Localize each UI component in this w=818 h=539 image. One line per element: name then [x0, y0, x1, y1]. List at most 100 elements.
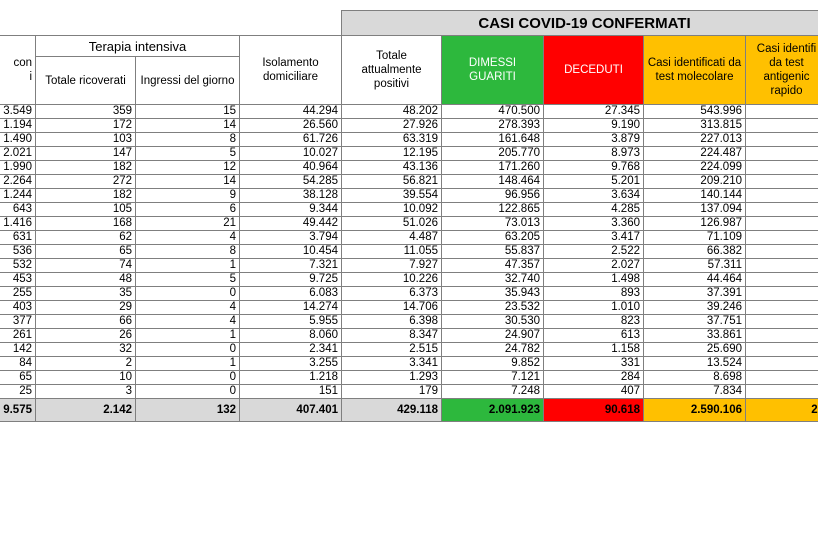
cell-isolamento-domiciliare: 61.726	[239, 132, 342, 147]
cell-totale-attualmente-positivi: 39.554	[341, 188, 442, 203]
cell-totale-ricoverati: 182	[35, 188, 136, 203]
cell-casi-test-molecolare: 37.751	[643, 314, 746, 329]
cell-dimessi-guariti: 35.943	[441, 286, 544, 301]
total-totale-attualmente-positivi: 429.118	[341, 398, 442, 422]
table-row: 1.244 182 9 38.128 39.554 96.956 3.634 140.144	[0, 188, 818, 203]
cell-totale-ricoverati: 105	[35, 202, 136, 217]
cell-dimessi-guariti: 7.248	[441, 384, 544, 399]
cell-dimessi-guariti: 73.013	[441, 216, 544, 231]
cell-casi-test-molecolare: 37.391	[643, 286, 746, 301]
cell-col0: 261	[0, 328, 36, 343]
cell-dimessi-guariti: 30.530	[441, 314, 544, 329]
cell-deceduti: 27.345	[543, 104, 644, 119]
cell-isolamento-domiciliare: 49.442	[239, 216, 342, 231]
cell-col0: 532	[0, 258, 36, 273]
cell-deceduti: 9.190	[543, 118, 644, 133]
cell-casi-test-antigenico: 1	[744, 132, 818, 147]
cell-deceduti: 5.201	[543, 174, 644, 189]
cell-col0: 25	[0, 384, 36, 399]
cell-deceduti: 407	[543, 384, 644, 399]
cell-dimessi-guariti: 161.648	[441, 132, 544, 147]
cell-isolamento-domiciliare: 38.128	[239, 188, 342, 203]
cell-totale-attualmente-positivi: 8.347	[341, 328, 442, 343]
header-casi-test-antigenico: Casi identifi da test antigenic rapido	[744, 35, 818, 105]
cell-casi-test-molecolare: 7.834	[643, 384, 746, 399]
cell-dimessi-guariti: 32.740	[441, 272, 544, 287]
cell-ingressi-del-giorno: 14	[135, 118, 240, 133]
table-row: 403 29 4 14.274 14.706 23.532 1.010 39.246	[0, 300, 818, 315]
cell-casi-test-molecolare: 66.382	[643, 244, 746, 259]
cell-casi-test-antigenico	[744, 328, 818, 343]
cell-dimessi-guariti: 96.956	[441, 188, 544, 203]
cell-deceduti: 9.768	[543, 160, 644, 175]
cell-totale-ricoverati: 26	[35, 328, 136, 343]
total-dimessi-guariti: 2.091.923	[441, 398, 544, 422]
cell-casi-test-antigenico	[744, 258, 818, 273]
cell-casi-test-molecolare: 543.996	[643, 104, 746, 119]
total-isolamento-domiciliare: 407.401	[239, 398, 342, 422]
cell-dimessi-guariti: 122.865	[441, 202, 544, 217]
cell-col0: 403	[0, 300, 36, 315]
cell-col0: 643	[0, 202, 36, 217]
header-terapia-intensiva: Terapia intensiva	[35, 34, 240, 58]
cell-totale-attualmente-positivi: 27.926	[341, 118, 442, 133]
cell-isolamento-domiciliare: 14.274	[239, 300, 342, 315]
cell-totale-attualmente-positivi: 48.202	[341, 104, 442, 119]
cell-totale-attualmente-positivi: 3.341	[341, 356, 442, 371]
cell-dimessi-guariti: 23.532	[441, 300, 544, 315]
cell-ingressi-del-giorno: 8	[135, 132, 240, 147]
header-col0-label: con i	[13, 57, 32, 83]
cell-deceduti: 613	[543, 328, 644, 343]
table-body: 3.549 359 15 44.294 48.202 470.500 27.345 543.9…	[0, 104, 818, 399]
header-col0: con i	[0, 35, 36, 105]
cell-totale-ricoverati: 35	[35, 286, 136, 301]
covid-cases-table: CASI COVID-19 CONFERMATI con i Terapia i…	[0, 10, 818, 422]
cell-ingressi-del-giorno: 15	[135, 104, 240, 119]
cell-isolamento-domiciliare: 9.725	[239, 272, 342, 287]
cell-deceduti: 3.360	[543, 216, 644, 231]
header-totale-ricoverati: Totale ricoverati	[35, 56, 136, 105]
cell-totale-ricoverati: 10	[35, 370, 136, 385]
cell-casi-test-antigenico	[744, 300, 818, 315]
total-casi-test-antigenico: 21	[744, 398, 818, 422]
cell-casi-test-antigenico	[744, 188, 818, 203]
cell-deceduti: 3.879	[543, 132, 644, 147]
cell-ingressi-del-giorno: 1	[135, 328, 240, 343]
cell-ingressi-del-giorno: 0	[135, 342, 240, 357]
cell-totale-ricoverati: 29	[35, 300, 136, 315]
cell-col0: 2.021	[0, 146, 36, 161]
cell-isolamento-domiciliare: 54.285	[239, 174, 342, 189]
cell-totale-attualmente-positivi: 6.398	[341, 314, 442, 329]
header-totale-attualmente-positivi: Totale attualmente positivi	[341, 35, 442, 105]
cell-dimessi-guariti: 278.393	[441, 118, 544, 133]
cell-totale-attualmente-positivi: 11.055	[341, 244, 442, 259]
cell-isolamento-domiciliare: 40.964	[239, 160, 342, 175]
cell-totale-ricoverati: 172	[35, 118, 136, 133]
cell-ingressi-del-giorno: 9	[135, 188, 240, 203]
cell-casi-test-molecolare: 209.210	[643, 174, 746, 189]
cell-col0: 1.416	[0, 216, 36, 231]
cell-isolamento-domiciliare: 3.255	[239, 356, 342, 371]
cell-col0: 536	[0, 244, 36, 259]
header-casi-test-molecolare: Casi identificati da test molecolare	[643, 35, 746, 105]
cell-casi-test-antigenico	[744, 356, 818, 371]
cell-totale-ricoverati: 74	[35, 258, 136, 273]
cell-totale-ricoverati: 62	[35, 230, 136, 245]
cell-totale-attualmente-positivi: 14.706	[341, 300, 442, 315]
cell-deceduti: 1.010	[543, 300, 644, 315]
cell-col0: 377	[0, 314, 36, 329]
cell-casi-test-antigenico: 2	[744, 342, 818, 357]
cell-casi-test-antigenico: 2	[744, 104, 818, 119]
table-row: 1.194 172 14 26.560 27.926 278.393 9.190 313.81…	[0, 118, 818, 133]
cell-isolamento-domiciliare: 44.294	[239, 104, 342, 119]
table-row: 65 10 0 1.218 1.293 7.121 284 8.698	[0, 370, 818, 385]
cell-dimessi-guariti: 63.205	[441, 230, 544, 245]
cell-deceduti: 4.285	[543, 202, 644, 217]
cell-ingressi-del-giorno: 14	[135, 174, 240, 189]
cell-totale-ricoverati: 147	[35, 146, 136, 161]
cell-col0: 1.990	[0, 160, 36, 175]
cell-dimessi-guariti: 47.357	[441, 258, 544, 273]
cell-dimessi-guariti: 24.782	[441, 342, 544, 357]
cell-col0: 142	[0, 342, 36, 357]
